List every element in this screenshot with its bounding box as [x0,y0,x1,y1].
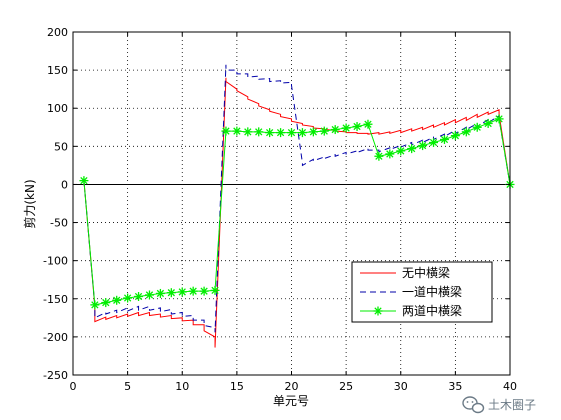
data-point [112,295,122,305]
legend-marker [373,306,383,316]
data-point [352,122,362,132]
x-tick-label: 35 [448,380,462,393]
data-point [243,127,253,137]
data-point [166,288,176,298]
data-point [177,287,187,297]
data-point [79,176,89,186]
data-point [330,125,340,135]
x-tick-label: 40 [503,380,517,393]
x-tick-label: 5 [124,380,131,393]
data-point [276,128,286,138]
data-point [363,119,373,129]
legend-label: 一道中横梁 [402,284,462,299]
data-point [134,291,144,301]
data-point [407,144,417,154]
data-point [483,118,493,128]
y-tick-label: -150 [43,293,68,306]
data-point [385,149,395,159]
data-point [188,286,198,296]
data-point [287,128,296,138]
legend-label: 无中横梁 [402,265,450,280]
y-tick-label: -200 [43,331,68,344]
y-tick-label: -250 [43,369,68,382]
x-tick-label: 0 [70,380,77,393]
y-tick-label: 50 [54,140,68,153]
watermark: 土木圈子 [462,396,536,414]
y-tick-label: 0 [61,178,68,191]
x-axis-title: 单元号 [273,394,309,408]
data-point [450,131,460,141]
data-point [494,114,504,124]
y-tick-label: 200 [47,26,68,39]
data-point [265,128,275,138]
x-tick-label: 30 [394,380,408,393]
data-point [254,127,264,137]
data-point [123,293,133,303]
data-point [155,288,165,298]
y-tick-label: 150 [47,64,68,77]
data-point [396,146,406,156]
data-point [374,151,384,161]
plot-background [73,32,510,375]
data-point [221,126,231,136]
tick-labels: 0 5 10 15 20 25 30 35 40 -250 -200 -150 -100 -50 0 50 10… [43,26,517,393]
y-tick-label: 100 [47,102,68,115]
ticks [72,31,511,376]
series-line-0 [83,77,511,348]
series-line-2 [83,118,511,306]
data-point [101,298,111,308]
x-tick-label: 10 [175,380,189,393]
data-point [297,128,307,138]
data-point [418,141,428,151]
series-line-1 [83,64,511,333]
data-point [472,122,482,132]
data-point [210,285,220,295]
series-group [79,64,515,348]
data-point [461,127,471,137]
y-tick-label: -100 [43,255,68,268]
y-tick-label: -50 [50,217,68,230]
data-point [341,123,351,133]
data-point [319,126,329,136]
y-axis-title: 剪力(kN) [22,179,37,228]
data-point [232,126,242,136]
legend-label: 两道中横梁 [402,303,462,318]
data-point [308,127,318,137]
x-tick-label: 25 [339,380,353,393]
x-tick-label: 15 [230,380,244,393]
data-point [439,134,449,144]
data-point [90,300,100,310]
x-tick-label: 20 [285,380,299,393]
data-point [429,138,439,148]
wechat-icon [462,396,485,414]
watermark-text: 土木圈子 [488,398,536,412]
data-point [144,290,154,300]
data-point [199,286,209,296]
